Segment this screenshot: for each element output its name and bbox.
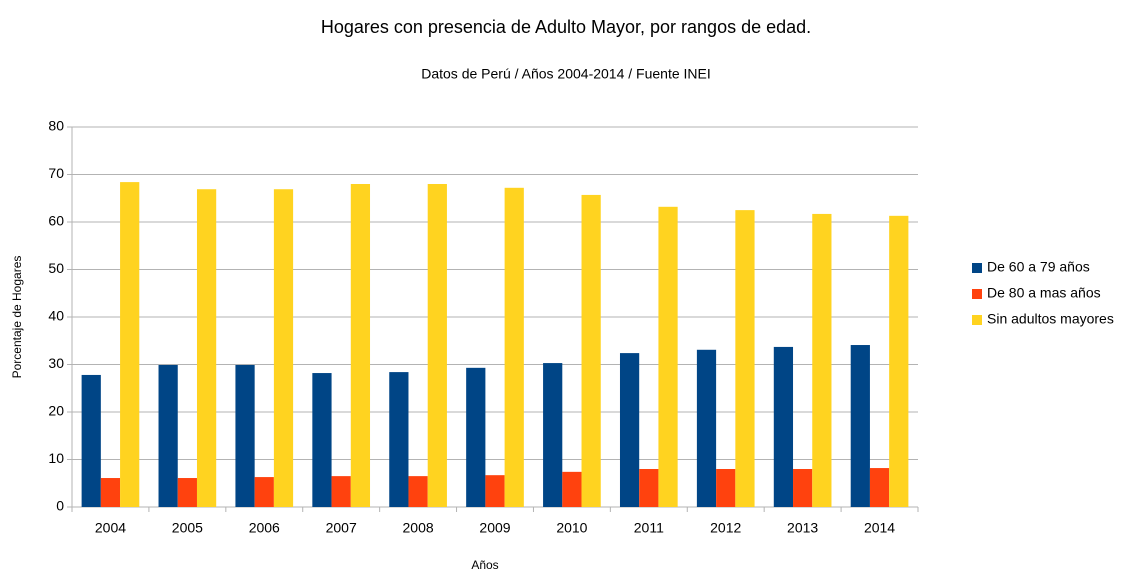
bar (350, 184, 371, 507)
y-tick-label: 20 (48, 403, 64, 419)
bar (273, 189, 294, 507)
bar (466, 367, 486, 507)
bar (562, 471, 582, 507)
bar (177, 478, 197, 507)
bar (696, 349, 717, 507)
x-tick-label: 2008 (403, 520, 434, 536)
y-axis-label: Porcentaje de Hogares (10, 256, 24, 379)
legend-swatch (972, 263, 982, 273)
bar (658, 206, 678, 508)
legend-swatch (972, 289, 982, 299)
bar (773, 346, 794, 507)
x-tick-label: 2011 (634, 520, 664, 536)
bar (408, 476, 428, 507)
bar (158, 364, 178, 507)
y-tick-label: 40 (48, 308, 64, 324)
y-tick-label: 50 (48, 260, 64, 276)
bar (196, 189, 217, 507)
bar (120, 182, 140, 507)
bar (639, 469, 659, 507)
bar (504, 187, 524, 508)
bar (889, 215, 909, 507)
bar (254, 477, 274, 507)
x-tick-label: 2009 (479, 520, 510, 536)
x-axis-label: Años (471, 558, 498, 572)
chart-subtitle: Datos de Perú / Años 2004-2014 / Fuente … (421, 66, 711, 82)
bar (581, 194, 601, 508)
bar (331, 476, 351, 507)
x-tick-label: 2005 (172, 520, 203, 536)
x-tick-label: 2012 (710, 520, 741, 536)
bar (81, 374, 101, 507)
x-tick-label: 2013 (787, 520, 818, 536)
bar (427, 184, 447, 507)
bar (100, 478, 121, 507)
legend-label: Sin adultos mayores (987, 311, 1114, 327)
x-tick-label: 2010 (556, 520, 587, 536)
y-tick-label: 0 (56, 498, 64, 514)
bar (312, 373, 332, 507)
y-tick-label: 60 (48, 213, 64, 229)
bar (485, 475, 505, 507)
legend-label: De 60 a 79 años (987, 259, 1090, 275)
x-tick-label: 2014 (864, 520, 895, 536)
x-tick-label: 2006 (249, 520, 280, 536)
bar (389, 372, 409, 507)
bar (869, 468, 890, 507)
bar (793, 469, 813, 507)
y-tick-label: 10 (48, 450, 64, 466)
chart-title: Hogares con presencia de Adulto Mayor, p… (321, 17, 811, 37)
y-tick-label: 70 (48, 165, 64, 181)
bar (735, 210, 755, 507)
bar (812, 213, 832, 508)
bar (850, 345, 870, 507)
bar (716, 469, 736, 507)
y-tick-label: 80 (48, 118, 64, 134)
bar (543, 363, 563, 507)
bar (619, 353, 640, 507)
y-tick-label: 30 (48, 355, 64, 371)
x-tick-label: 2007 (326, 520, 357, 536)
x-tick-label: 2004 (95, 520, 126, 536)
legend-swatch (972, 315, 982, 325)
bar (235, 364, 255, 507)
legend-label: De 80 a mas años (987, 285, 1101, 301)
